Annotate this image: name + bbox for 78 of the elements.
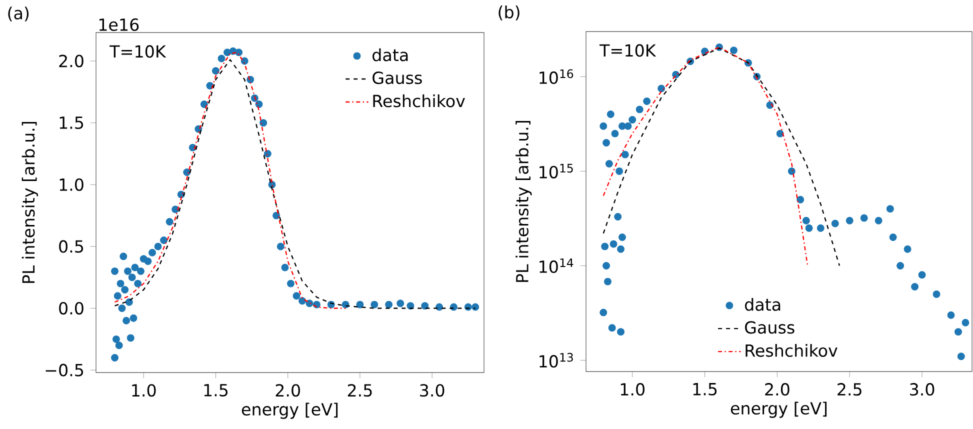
point [604,278,612,286]
point [860,214,868,222]
x-tick-label: 1.0 [132,384,156,397]
legend-label: data [372,48,408,62]
chart-title: (a) [8,6,29,22]
point [636,106,644,114]
annotation: T=10K [600,44,656,57]
x-tick-label: 1.5 [693,383,717,396]
x-tick-label: 2.0 [765,383,790,396]
text: 1e16 [99,18,139,32]
point [805,224,813,232]
point [911,283,919,291]
y-tick-label: 1.5 [60,116,84,130]
point [658,84,666,92]
point [886,205,894,213]
annotation: T=10K [110,45,166,58]
point [816,224,824,232]
point [932,290,940,298]
point [602,262,610,270]
y-axis-title: PL intensity [arb.u.] [516,121,532,282]
point [918,271,926,279]
point [730,46,738,54]
point [904,246,912,254]
point [788,168,796,176]
x-axis-title: energy [eV] [730,402,827,418]
point [643,98,651,106]
point [831,220,839,228]
point [614,213,622,221]
y-tick-label: 0.5 [59,240,84,253]
legend-label: Reshchikov [373,94,465,108]
point [802,217,810,225]
x-tick-label: 1.0 [620,383,644,396]
point [602,139,610,147]
y-tick-label: 10$^{16}$ [540,70,574,84]
point [628,116,636,124]
point [624,122,632,130]
point [846,217,854,225]
point [617,328,624,336]
point [889,234,897,242]
y-tick-label: 0.0 [59,302,84,315]
point [776,130,784,138]
y-tick-label: 10$^{13}$ [540,353,573,368]
y-tick-label: 2.0 [59,54,84,68]
point [796,196,804,204]
point [608,324,616,332]
x-tick-label: 1.5 [204,384,228,397]
y-tick-label: 10$^{15}$ [540,164,573,179]
point [610,240,618,248]
point [611,130,619,138]
point [600,122,608,130]
legend-label: Reshchikov [746,344,838,358]
point [606,110,614,118]
point [954,328,962,336]
point [896,262,904,270]
point [618,234,626,242]
point [600,309,608,316]
point [605,160,613,168]
x-tick-label: 2.5 [838,383,862,396]
x-tick-label: 2.0 [276,384,300,397]
y-tick-label: 1.0 [60,178,84,192]
point [601,242,609,250]
y-tick-label: 10$^{14}$ [540,258,574,274]
point [947,312,955,320]
legend-label: data [745,298,780,312]
y-axis-title: PL intensity [arb.u.] [22,122,38,284]
legend-label: Gauss [372,72,422,84]
chart-title: (b) [498,6,520,21]
point [874,217,882,225]
point [621,151,629,159]
y-tick-label: −0.5 [46,364,84,377]
legend-label: Gauss [745,321,794,334]
point [617,246,624,254]
x-tick-label: 2.5 [348,384,372,397]
x-tick-label: 3.0 [420,384,444,397]
x-tick-label: 3.0 [910,383,934,396]
x-axis-title: energy [eV] [242,402,338,420]
point [957,352,965,360]
point [616,168,624,176]
